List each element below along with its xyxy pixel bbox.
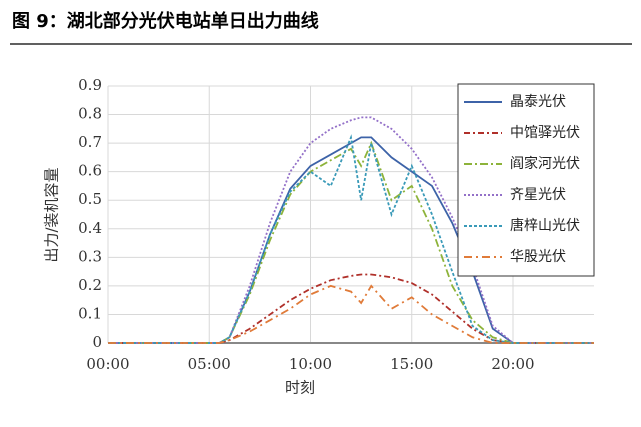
x-tick-label: 10:00 xyxy=(289,355,332,373)
legend-label: 唐梓山光伏 xyxy=(510,217,580,234)
y-tick-label: 0 xyxy=(92,333,102,351)
y-tick-label: 0.4 xyxy=(78,219,102,237)
x-tick-label: 05:00 xyxy=(188,355,231,373)
legend-box xyxy=(457,83,595,277)
y-tick-label: 0.6 xyxy=(78,162,102,180)
x-tick-label: 20:00 xyxy=(491,355,534,373)
legend-label: 齐星光伏 xyxy=(510,187,566,203)
y-tick-label: 0.3 xyxy=(78,247,102,265)
series-line xyxy=(108,273,594,344)
legend-label: 中馆驿光伏 xyxy=(510,125,580,141)
y-tick-label: 0.9 xyxy=(78,76,102,94)
y-tick-label: 0.2 xyxy=(78,276,102,294)
legend-label: 阎家河光伏 xyxy=(510,155,580,172)
chart-title: 图 9：湖北部分光伏电站单日出力曲线 xyxy=(12,10,319,32)
x-tick-label: 00:00 xyxy=(86,355,129,373)
y-tick-label: 0.7 xyxy=(78,133,102,151)
series-line xyxy=(108,284,594,344)
legend-label: 华股光伏 xyxy=(510,249,566,265)
y-tick-label: 0.8 xyxy=(78,105,102,123)
series-line xyxy=(108,134,594,344)
y-axis-label: 出力/装机容量 xyxy=(43,167,61,262)
y-tick-label: 0.1 xyxy=(78,304,102,322)
legend-label: 晶泰光伏 xyxy=(510,94,566,110)
x-tick-label: 15:00 xyxy=(390,355,433,373)
y-tick-label: 0.5 xyxy=(78,190,102,208)
x-axis-label: 时刻 xyxy=(285,379,315,397)
